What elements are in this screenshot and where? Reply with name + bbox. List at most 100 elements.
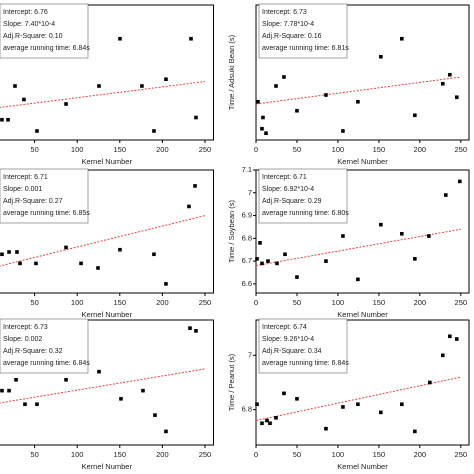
annotation-box — [0, 168, 89, 224]
data-point — [141, 388, 145, 393]
data-point — [152, 252, 156, 257]
y-tick-label: 6.6 — [242, 279, 252, 288]
x-tick-label: 200 — [414, 450, 427, 459]
y-tick-label: 6.9 — [242, 211, 252, 220]
x-tick-label: 150 — [114, 298, 127, 307]
annotation: Slope: 6.92*10-4 — [262, 186, 314, 193]
data-point — [14, 377, 18, 382]
y-tick-label: 6.7 — [242, 256, 252, 265]
data-point — [413, 113, 417, 118]
annotation: average running time: 6.84s — [262, 360, 349, 367]
data-point — [18, 261, 22, 266]
annotation: Slope: 7.78*10-4 — [262, 21, 314, 28]
data-point — [261, 115, 265, 120]
data-point — [413, 429, 417, 434]
data-point — [268, 421, 272, 426]
data-point — [275, 261, 279, 266]
data-point — [0, 388, 4, 393]
data-point — [35, 402, 39, 407]
annotation-box — [258, 318, 348, 374]
data-point — [189, 36, 193, 41]
y-tick-label: 6.8 — [242, 233, 252, 242]
x-tick-label: 200 — [156, 450, 169, 459]
data-point — [295, 275, 299, 279]
data-point — [119, 397, 123, 401]
data-point — [427, 234, 431, 238]
data-point — [258, 241, 262, 245]
data-point — [15, 250, 19, 254]
x-axis-label: Kernel Number — [82, 157, 133, 166]
data-point — [454, 337, 459, 341]
trend-line — [0, 368, 206, 404]
data-point — [282, 75, 286, 79]
x-tick-label: 250 — [455, 450, 468, 459]
data-point — [400, 36, 404, 41]
y-tick-label: 7 — [248, 350, 252, 359]
x-tick-label: 50 — [293, 450, 301, 459]
x-tick-label: 100 — [332, 145, 345, 154]
annotation: average running time: 6.81s — [262, 45, 349, 52]
data-point — [0, 252, 4, 257]
data-point — [265, 418, 269, 423]
y-axis-label: Time / Adsuki Bean (s) — [227, 34, 236, 110]
annotation: Slope: 0.001 — [3, 186, 42, 193]
x-tick-label: 150 — [373, 145, 386, 154]
x-tick-label: 50 — [30, 450, 38, 459]
annotation: Adj.R-Square: 0.32 — [3, 348, 63, 355]
x-tick-label: 200 — [414, 298, 427, 307]
x-tick-label: 50 — [293, 145, 301, 154]
data-point — [64, 377, 68, 382]
annotation-box — [0, 318, 89, 374]
data-point — [22, 97, 26, 102]
data-point — [260, 421, 264, 426]
data-point — [194, 329, 198, 333]
plot-frame — [0, 4, 214, 141]
annotation: average running time: 6.85s — [3, 210, 90, 217]
data-point — [264, 131, 268, 136]
annotation: Intercept: 6.73 — [262, 9, 307, 16]
data-point — [97, 84, 101, 88]
y-axis-label: Time / Soybean (s) — [227, 199, 236, 263]
annotation: Adj.R-Square: 0.27 — [3, 198, 63, 205]
x-tick-label: 150 — [114, 450, 127, 459]
annotation: Intercept: 6.71 — [3, 174, 48, 181]
data-point — [0, 117, 4, 122]
data-point — [282, 391, 286, 396]
x-axis-label: Kernel Number — [337, 310, 388, 319]
annotation: Intercept: 6.76 — [3, 9, 48, 16]
data-point — [260, 126, 264, 131]
annotation: Intercept: 6.73 — [3, 324, 48, 331]
data-point — [440, 353, 445, 358]
x-tick-label: 0 — [254, 145, 258, 154]
data-point — [283, 252, 287, 257]
x-tick-label: 100 — [71, 298, 84, 307]
annotation: average running time: 6.84s — [3, 360, 90, 367]
x-axis-label: Kernel Number — [82, 462, 133, 471]
data-point — [164, 429, 168, 434]
x-tick-label: 150 — [114, 145, 127, 154]
data-point — [34, 261, 38, 266]
x-tick-label: 200 — [156, 298, 169, 307]
data-point — [6, 117, 10, 122]
annotation: Adj.R-Square: 0.10 — [3, 33, 63, 40]
data-point — [35, 129, 39, 133]
plot-frame — [0, 169, 214, 294]
plot-frame — [255, 4, 470, 141]
data-point — [255, 257, 259, 261]
data-point — [152, 129, 156, 133]
data-point — [379, 222, 383, 227]
x-tick-label: 50 — [293, 298, 301, 307]
data-point — [13, 84, 17, 88]
data-point — [413, 257, 417, 261]
data-point — [356, 99, 360, 104]
annotation-box — [258, 3, 348, 59]
data-point — [193, 184, 197, 188]
data-point — [23, 402, 27, 407]
data-point — [295, 108, 299, 113]
x-axis-label: Kernel Number — [337, 462, 388, 471]
x-tick-label: 100 — [332, 450, 345, 459]
plot-frame — [255, 319, 470, 446]
data-point — [260, 261, 264, 266]
x-tick-label: 50 — [30, 145, 38, 154]
